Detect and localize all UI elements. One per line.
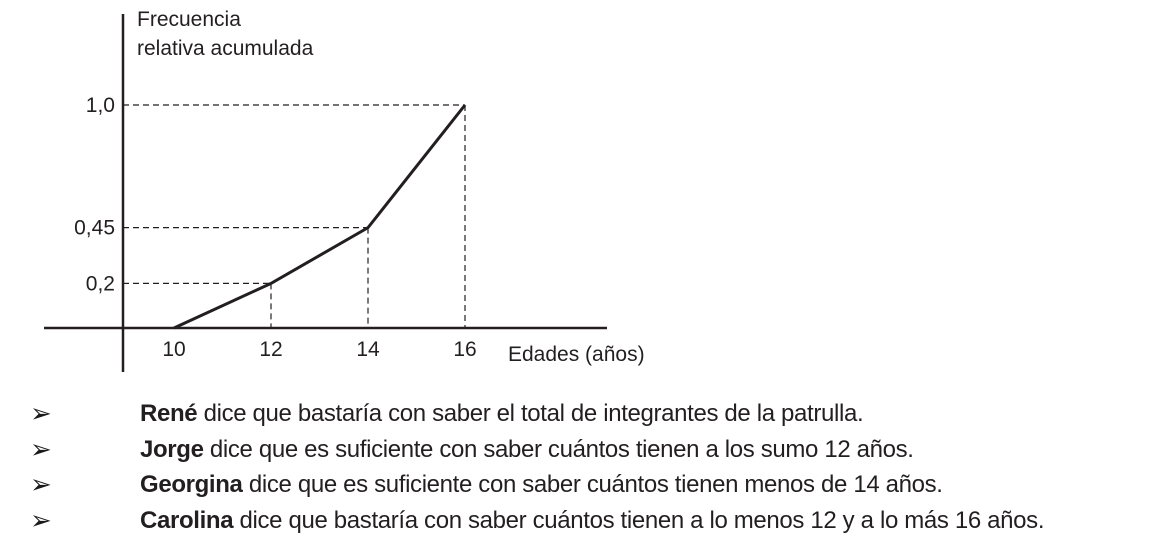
x-tick-label: 16 <box>453 338 476 361</box>
arrow-bullet-icon: ➢ <box>30 434 52 465</box>
person-name: René <box>140 400 198 427</box>
statement-body: dice que es suficiente con saber cuántos… <box>242 471 943 498</box>
y-axis-label-line-1: Frecuencia <box>137 8 241 31</box>
guide-lines <box>123 104 466 328</box>
person-name: Carolina <box>140 506 234 534</box>
statement-body: dice que es suficiente con saber cuántos… <box>203 435 914 463</box>
person-name: Jorge <box>140 435 204 463</box>
x-tick-label: 12 <box>259 338 282 361</box>
statement-item-carolina: ➢ Carolina dice que bastaría con saber c… <box>0 505 1175 541</box>
x-tick-label: 14 <box>356 338 380 361</box>
statement-text: Georgina dice que es suficiente con sabe… <box>140 469 943 501</box>
series-layer <box>173 104 467 330</box>
series-line <box>173 104 467 330</box>
y-axis-label-line-2: relativa acumulada <box>137 37 314 60</box>
statement-item-rene: ➢ René dice que bastaría con saber el to… <box>0 398 1175 434</box>
statement-text: René dice que bastaría con saber el tota… <box>140 398 864 430</box>
arrow-bullet-icon: ➢ <box>30 399 52 429</box>
arrow-bullet-icon: ➢ <box>30 505 52 536</box>
statement-item-jorge: ➢ Jorge dice que es suficiente con saber… <box>0 434 1175 470</box>
y-tick-label: 0,2 <box>86 272 115 295</box>
statement-text: Jorge dice que es suficiente con saber c… <box>140 434 914 466</box>
cumulative-frequency-chart: 10 12 14 16 0,2 0,45 1,0 Frecuencia relativa a… <box>44 8 645 372</box>
statement-body: dice que bastaría con saber cuántos tien… <box>233 506 1045 534</box>
statement-body: dice que bastaría con saber el total de … <box>197 400 864 427</box>
statements-list: ➢ René dice que bastaría con saber el to… <box>0 398 1175 540</box>
person-name: Georgina <box>140 471 243 498</box>
statement-text: Carolina dice que bastaría con saber cuá… <box>140 505 1044 537</box>
arrow-bullet-icon: ➢ <box>30 470 52 500</box>
y-tick-label: 0,45 <box>74 217 115 240</box>
statement-item-georgina: ➢ Georgina dice que es suficiente con sa… <box>0 469 1175 505</box>
x-axis-label: Edades (años) <box>508 343 645 366</box>
y-tick-label: 1,0 <box>86 94 115 117</box>
tick-labels: 10 12 14 16 0,2 0,45 1,0 <box>74 94 477 361</box>
x-tick-label: 10 <box>162 338 185 361</box>
